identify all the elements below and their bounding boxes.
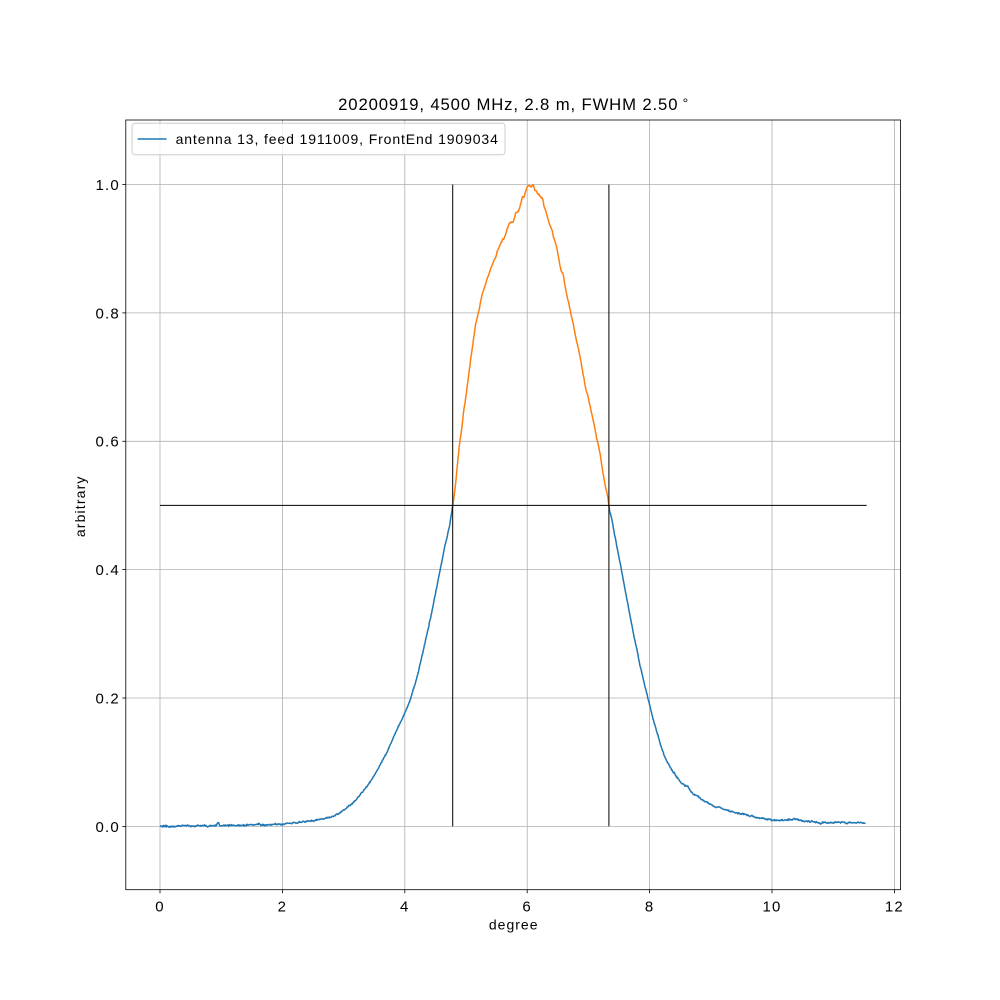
svg-text:degree: degree — [489, 917, 539, 933]
svg-text:0.6: 0.6 — [95, 434, 119, 451]
svg-text:1.0: 1.0 — [95, 177, 119, 194]
svg-text:arbitrary: arbitrary — [72, 475, 88, 537]
svg-text:20200919, 4500 MHz, 2.8 m, FWH: 20200919, 4500 MHz, 2.8 m, FWHM 2.50 ° — [338, 95, 689, 114]
svg-text:0.8: 0.8 — [95, 305, 119, 322]
svg-text:12: 12 — [885, 899, 904, 916]
svg-text:0: 0 — [155, 899, 165, 916]
svg-text:6: 6 — [522, 899, 532, 916]
svg-text:0.4: 0.4 — [95, 562, 119, 579]
svg-text:8: 8 — [645, 899, 655, 916]
svg-text:0.2: 0.2 — [95, 690, 119, 707]
svg-text:10: 10 — [762, 899, 781, 916]
svg-text:antenna 13, feed 1911009, Fron: antenna 13, feed 1911009, FrontEnd 19090… — [176, 131, 499, 147]
svg-text:2: 2 — [278, 899, 288, 916]
svg-text:4: 4 — [400, 899, 410, 916]
svg-text:0.0: 0.0 — [95, 819, 119, 836]
